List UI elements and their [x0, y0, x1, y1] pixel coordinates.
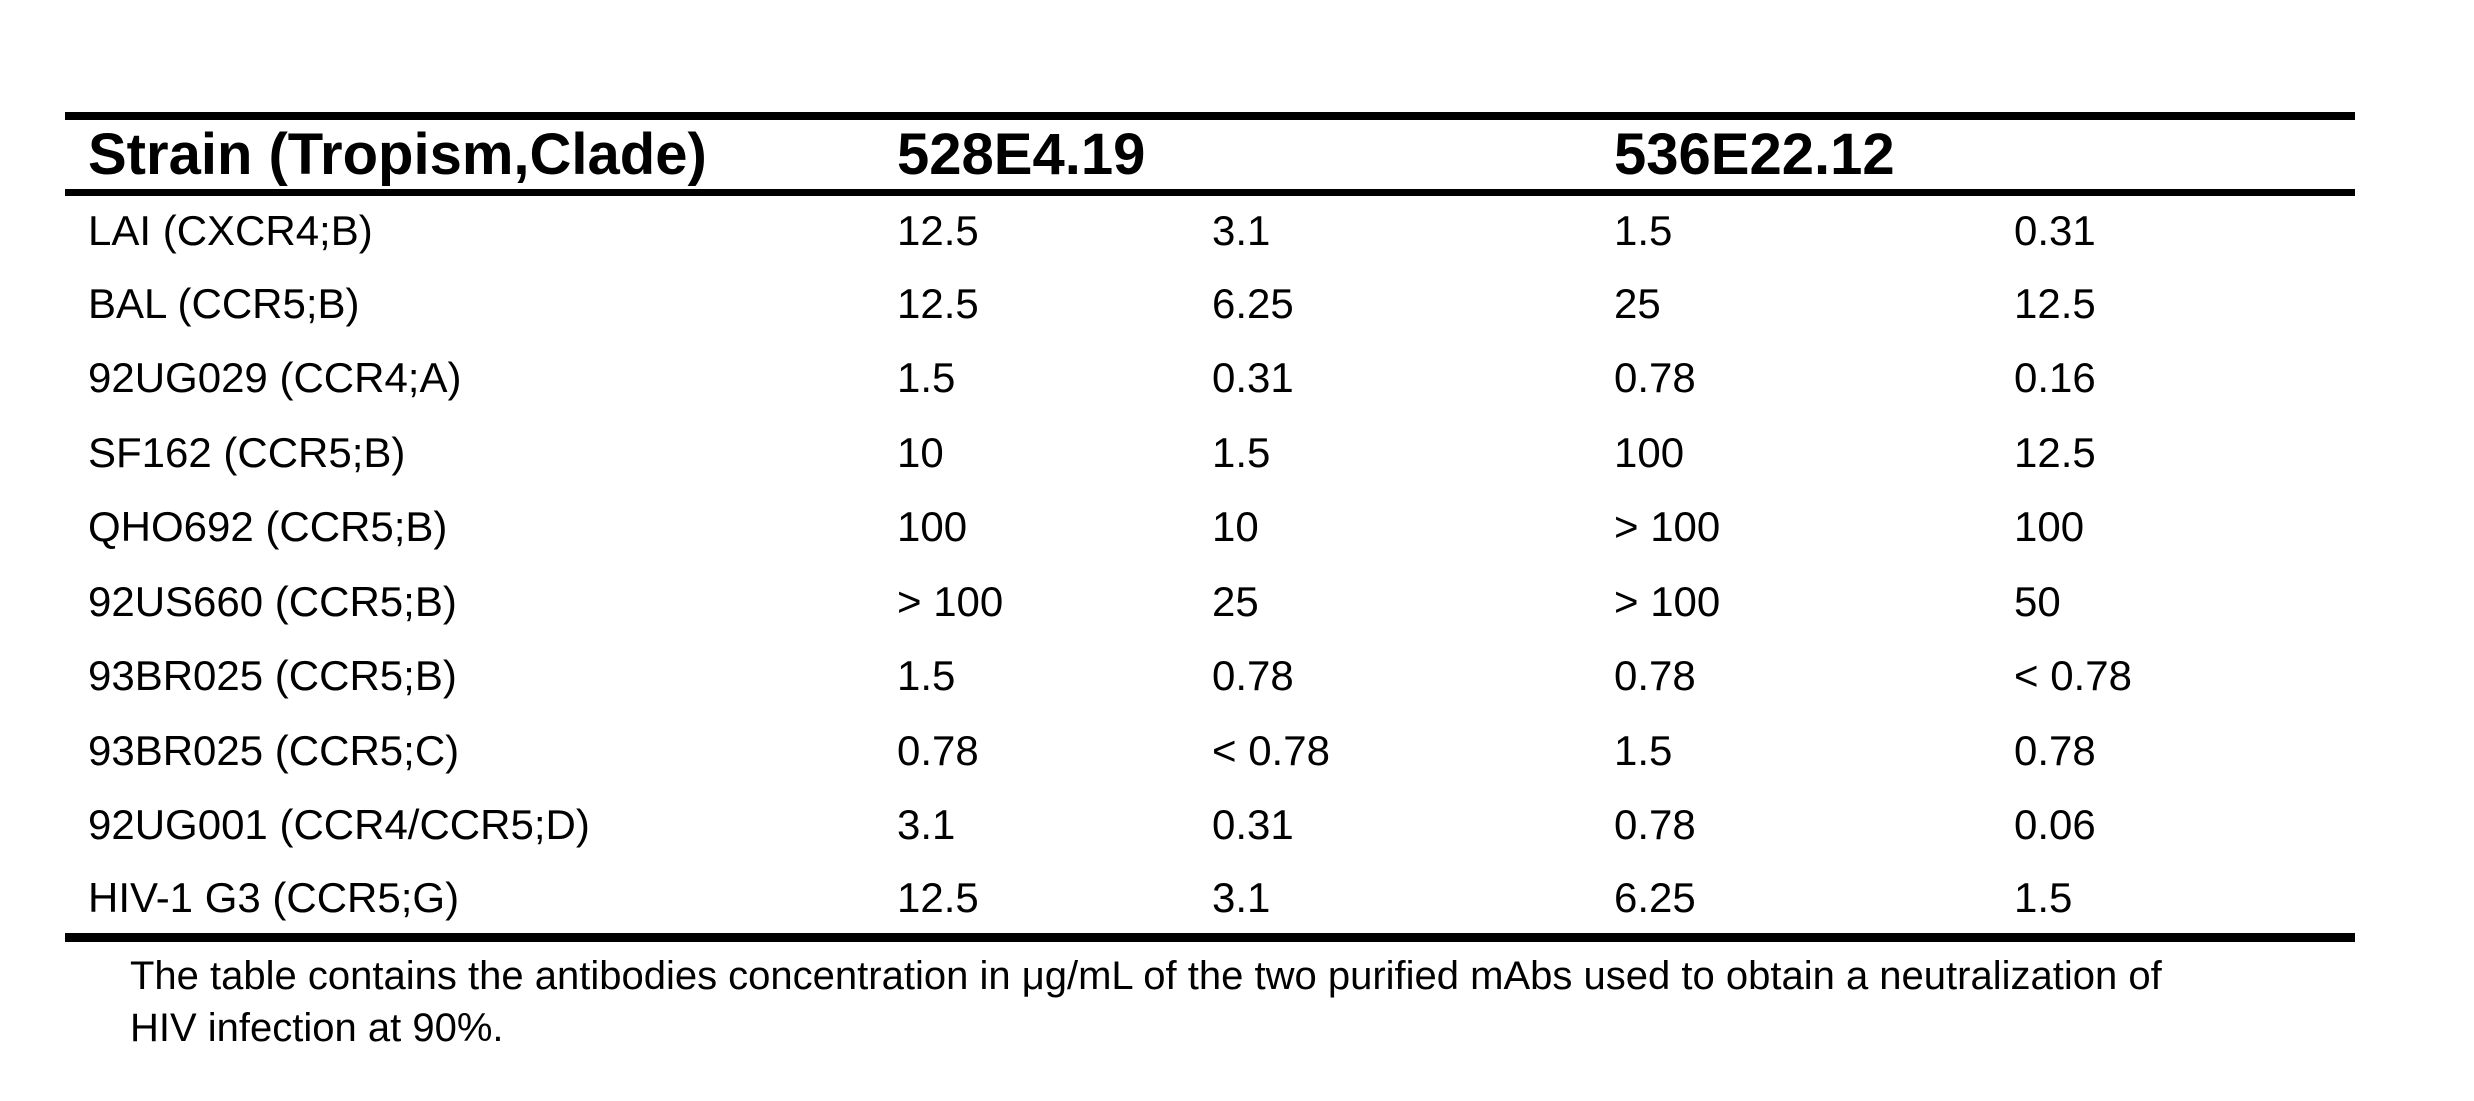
value-cell: > 100	[1614, 503, 1721, 551]
value-cell: 0.78	[1614, 652, 1696, 700]
value-cell: 12.5	[2014, 279, 2096, 327]
value-cell: > 100	[897, 577, 1004, 625]
value-cell: > 100	[1614, 577, 1721, 625]
value-cell: 0.31	[1212, 801, 1294, 849]
value-cell: 0.31	[2014, 207, 2096, 254]
value-cell: 1.5	[1212, 428, 1271, 476]
table-row: 93BR025 (CCR5;B) 1.5 0.78 0.78 < 0.78	[65, 639, 2355, 714]
value-cell: 1.5	[897, 652, 956, 700]
value-cell: 0.78	[1614, 801, 1696, 849]
header-mab-528E4-19: 528E4.19	[897, 121, 1146, 187]
caption-line-1: The table contains the antibodies concen…	[130, 954, 2162, 998]
table-row: HIV-1 G3 (CCR5;G) 12.5 3.1 6.25 1.5	[65, 863, 2355, 938]
table-row: 92US660 (CCR5;B) > 100 25 > 100 50	[65, 565, 2355, 640]
value-cell: 100	[1614, 428, 1685, 476]
table-row: BAL (CCR5;B) 12.5 6.25 25 12.5	[65, 267, 2355, 342]
strain-cell: 92US660 (CCR5;B)	[88, 577, 457, 625]
value-cell: 1.5	[2014, 873, 2073, 921]
value-cell: < 0.78	[1212, 726, 1330, 774]
value-cell: 10	[1212, 503, 1259, 551]
value-cell: 0.06	[2014, 801, 2096, 849]
header-row: Strain (Tropism,Clade) 528E4.19 536E22.1…	[65, 116, 2356, 192]
value-cell: 12.5	[897, 279, 979, 327]
table-row: SF162 (CCR5;B) 10 1.5 100 12.5	[65, 416, 2355, 491]
strain-cell: QHO692 (CCR5;B)	[88, 503, 448, 551]
value-cell: 3.1	[1212, 207, 1271, 254]
value-cell: 0.16	[2014, 354, 2096, 402]
table-row: 92UG029 (CCR4;A) 1.5 0.31 0.78 0.16	[65, 341, 2355, 416]
strain-cell: 92UG001 (CCR4/CCR5;D)	[88, 801, 590, 849]
value-cell: 1.5	[1614, 726, 1673, 774]
neutralization-table: Strain (Tropism,Clade) 528E4.19 536E22.1…	[65, 112, 2356, 942]
value-cell: 6.25	[1614, 873, 1696, 921]
value-cell: 0.78	[1614, 354, 1696, 402]
table-row: 92UG001 (CCR4/CCR5;D) 3.1 0.31 0.78 0.06	[65, 788, 2355, 863]
value-cell: 0.78	[1212, 652, 1294, 700]
value-cell: 100	[2014, 503, 2085, 551]
value-cell: 0.31	[1212, 354, 1294, 402]
value-cell: 25	[1614, 279, 1661, 327]
caption-line-2: HIV infection at 90%.	[130, 1006, 504, 1050]
value-cell: 0.78	[2014, 726, 2096, 774]
strain-cell: LAI (CXCR4;B)	[88, 207, 373, 254]
value-cell: 100	[897, 503, 968, 551]
header-strain: Strain (Tropism,Clade)	[88, 121, 707, 187]
neutralization-table-container: Strain (Tropism,Clade) 528E4.19 536E22.1…	[65, 112, 2356, 942]
value-cell: < 0.78	[2014, 652, 2132, 700]
table-row: LAI (CXCR4;B) 12.5 3.1 1.5 0.31	[65, 192, 2355, 267]
value-cell: 3.1	[897, 801, 956, 849]
value-cell: 1.5	[897, 354, 956, 402]
value-cell: 10	[897, 428, 944, 476]
value-cell: 50	[2014, 577, 2061, 625]
strain-cell: BAL (CCR5;B)	[88, 279, 360, 327]
value-cell: 12.5	[897, 873, 979, 921]
value-cell: 3.1	[1212, 873, 1271, 921]
strain-cell: 93BR025 (CCR5;B)	[88, 652, 457, 700]
strain-cell: SF162 (CCR5;B)	[88, 428, 406, 476]
strain-cell: HIV-1 G3 (CCR5;G)	[88, 873, 460, 921]
value-cell: 12.5	[897, 207, 979, 254]
strain-cell: 92UG029 (CCR4;A)	[88, 354, 462, 402]
table-row: QHO692 (CCR5;B) 100 10 > 100 100	[65, 490, 2355, 565]
value-cell: 6.25	[1212, 279, 1294, 327]
value-cell: 25	[1212, 577, 1259, 625]
table-row: 93BR025 (CCR5;C) 0.78 < 0.78 1.5 0.78	[65, 714, 2355, 789]
header-mab-536E22-12: 536E22.12	[1614, 121, 1895, 187]
strain-cell: 93BR025 (CCR5;C)	[88, 726, 460, 774]
value-cell: 0.78	[897, 726, 979, 774]
table-caption: The table contains the antibodies concen…	[130, 950, 2162, 1054]
value-cell: 12.5	[2014, 428, 2096, 476]
value-cell: 1.5	[1614, 207, 1673, 254]
